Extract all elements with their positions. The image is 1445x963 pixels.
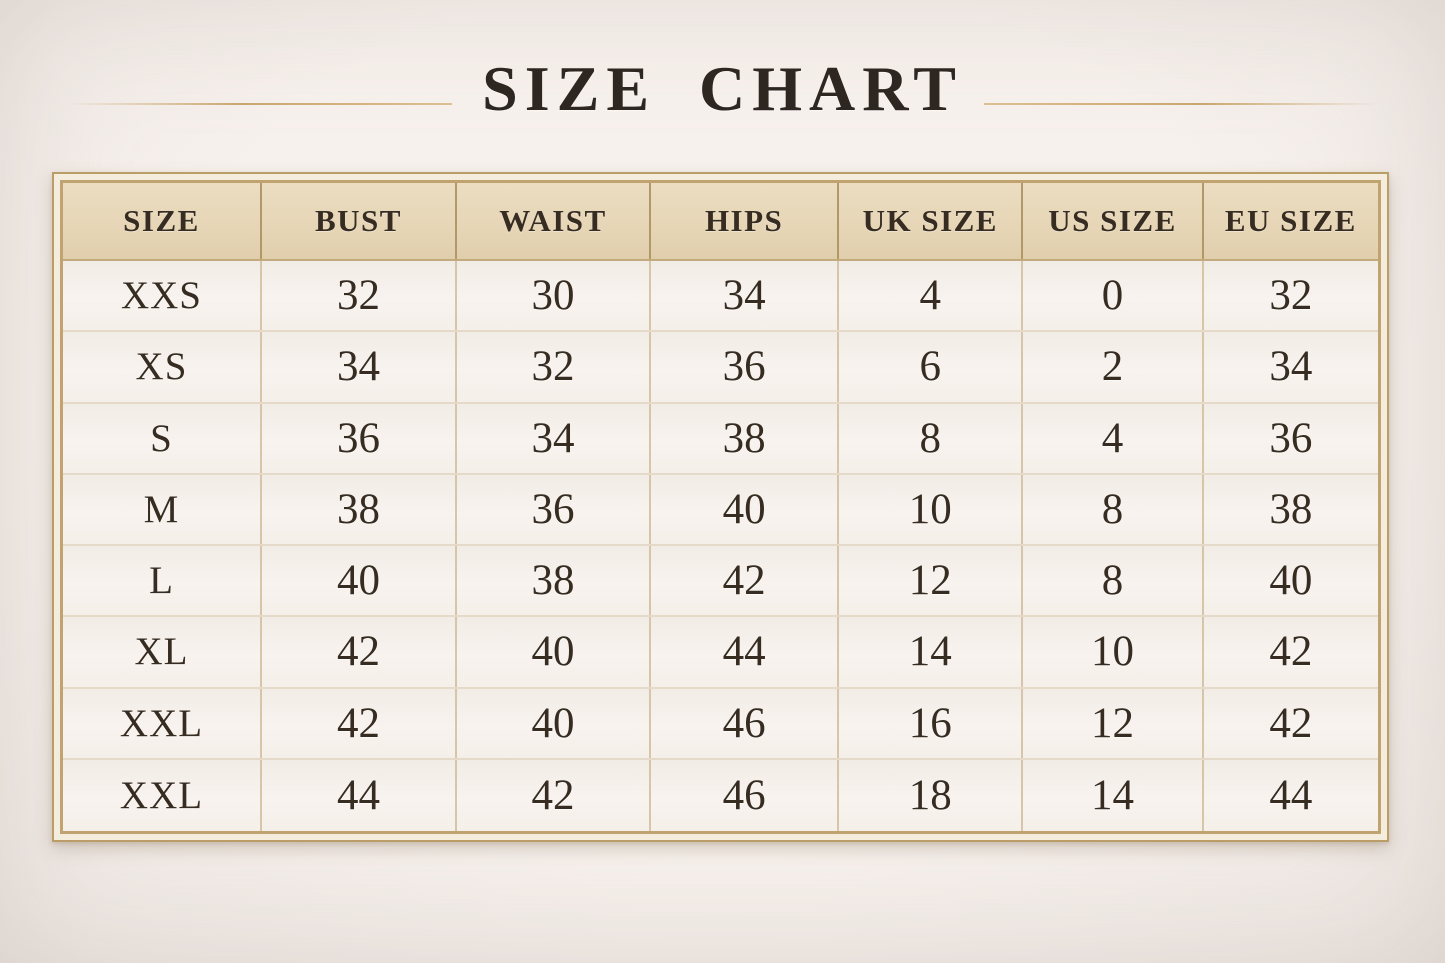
table-cell: 46 (651, 759, 840, 831)
table-header-row: SIZE BUST WAIST HIPS UK SIZE US SIZE EU … (63, 183, 1378, 261)
table-cell: 14 (1023, 759, 1204, 831)
size-label-cell: XS (63, 332, 262, 402)
table-cell: 38 (1269, 485, 1313, 533)
table-row: XS 34 32 36 6 2 34 (63, 332, 1378, 404)
title-rule-right (984, 103, 1380, 105)
table-cell: 40 (262, 546, 457, 616)
table-cell: 14 (839, 617, 1024, 687)
table-cell: 42 (457, 759, 652, 831)
size-label-cell: XL (63, 617, 262, 687)
size-label-cell: M (63, 474, 262, 544)
size-chart-table: SIZE BUST WAIST HIPS UK SIZE US SIZE EU … (60, 180, 1381, 834)
header-cell-size: SIZE (63, 183, 262, 259)
table-cell: 10 (1023, 617, 1204, 687)
table-cell: 36 (1269, 414, 1313, 462)
title-rule-left (68, 103, 452, 105)
size-label-cell: XXL (63, 759, 262, 831)
table-cell: 4 (1023, 403, 1204, 473)
size-label-cell: XXS (63, 261, 262, 331)
table-frame: SIZE BUST WAIST HIPS UK SIZE US SIZE EU … (52, 172, 1389, 842)
table-cell: 40 (457, 688, 652, 758)
table-cell: 38 (651, 403, 840, 473)
header-cell-eu-size: EU SIZE (1224, 203, 1357, 238)
table-cell: 34 (651, 261, 840, 331)
table-cell: 36 (457, 474, 652, 544)
page-title: SIZE CHART (482, 53, 963, 124)
table-cell: 36 (651, 332, 840, 402)
table-cell: 12 (1023, 688, 1204, 758)
table-row: XXL 42 40 46 16 12 42 (63, 688, 1378, 760)
table-cell: 40 (457, 617, 652, 687)
size-label-cell: L (63, 546, 262, 616)
size-label-cell: S (63, 403, 262, 473)
table-cell: 34 (262, 332, 457, 402)
table-cell: 46 (651, 688, 840, 758)
table-cell: 32 (457, 332, 652, 402)
table-cell: 0 (1023, 261, 1204, 331)
size-label-cell: XXL (63, 688, 262, 758)
header-cell-bust: BUST (262, 183, 457, 259)
table-row: M 38 36 40 10 8 38 (63, 474, 1378, 546)
table-cell: 38 (262, 474, 457, 544)
table-cell: 38 (457, 546, 652, 616)
table-cell: 4 (839, 261, 1024, 331)
header-cell-uk-size: UK SIZE (839, 183, 1024, 259)
table-row: XXS 32 30 34 4 0 32 (63, 261, 1378, 333)
table-cell: 12 (839, 546, 1024, 616)
table-cell: 16 (839, 688, 1024, 758)
table-row: S 36 34 38 8 4 36 (63, 403, 1378, 475)
table-cell: 34 (1269, 343, 1313, 391)
header-cell-waist: WAIST (457, 183, 652, 259)
table-cell: 44 (1269, 771, 1313, 819)
table-cell: 44 (262, 759, 457, 831)
table-cell: 40 (1269, 557, 1313, 605)
table-cell: 8 (1023, 474, 1204, 544)
table-cell: 42 (262, 688, 457, 758)
table-cell: 18 (839, 759, 1024, 831)
table-cell: 42 (262, 617, 457, 687)
table-cell: 30 (457, 261, 652, 331)
table-cell: 44 (651, 617, 840, 687)
header-cell-hips: HIPS (651, 183, 840, 259)
table-cell: 34 (457, 403, 652, 473)
table-cell: 8 (839, 403, 1024, 473)
table-cell: 42 (1269, 628, 1313, 676)
table-cell: 32 (262, 261, 457, 331)
table-cell: 42 (651, 546, 840, 616)
table-cell: 2 (1023, 332, 1204, 402)
table-cell: 8 (1023, 546, 1204, 616)
header-cell-us-size: US SIZE (1023, 183, 1204, 259)
table-cell: 36 (262, 403, 457, 473)
table-row: XXL 44 42 46 18 14 44 (63, 759, 1378, 831)
table-cell: 40 (651, 474, 840, 544)
table-cell: 6 (839, 332, 1024, 402)
table-cell: 42 (1269, 699, 1313, 747)
table-cell: 10 (839, 474, 1024, 544)
table-row: L 40 38 42 12 8 40 (63, 546, 1378, 618)
table-cell: 32 (1269, 272, 1313, 320)
table-row: XL 42 40 44 14 10 42 (63, 617, 1378, 689)
